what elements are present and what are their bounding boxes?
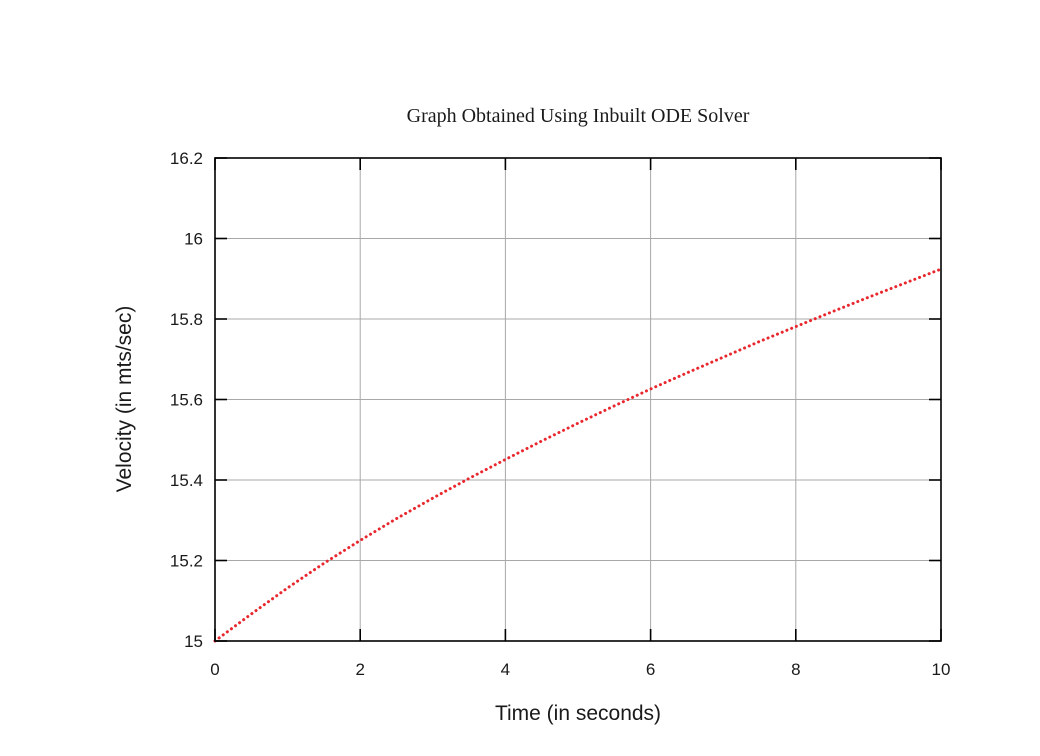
x-axis-label: Time (in seconds) bbox=[495, 702, 661, 725]
x-tick-label: 6 bbox=[646, 660, 655, 679]
x-tick-label: 0 bbox=[210, 660, 219, 679]
x-tick-label: 2 bbox=[355, 660, 364, 679]
x-tick-label: 4 bbox=[501, 660, 510, 679]
x-tick-label: 8 bbox=[791, 660, 800, 679]
series-line bbox=[213, 267, 943, 643]
axis-ticks bbox=[214, 157, 942, 642]
y-tick-label: 15 bbox=[184, 632, 203, 651]
y-axis-label: Velocity (in mts/sec) bbox=[113, 306, 136, 493]
y-tick-label: 15.4 bbox=[170, 471, 203, 490]
y-axis-tick-labels: 15 15.2 15.4 15.6 15.8 16 16.2 bbox=[170, 149, 203, 651]
series-layer bbox=[213, 267, 943, 643]
y-tick-label: 16 bbox=[184, 230, 203, 249]
chart-title: Graph Obtained Using Inbuilt ODE Solver bbox=[407, 105, 750, 127]
x-tick-label: 10 bbox=[932, 660, 951, 679]
x-axis-tick-labels: 0 2 4 6 8 10 bbox=[210, 660, 950, 679]
y-tick-label: 15.6 bbox=[170, 391, 203, 410]
y-tick-label: 15.8 bbox=[170, 310, 203, 329]
grid-lines bbox=[215, 158, 941, 641]
y-tick-label: 16.2 bbox=[170, 149, 203, 168]
y-tick-label: 15.2 bbox=[170, 552, 203, 571]
